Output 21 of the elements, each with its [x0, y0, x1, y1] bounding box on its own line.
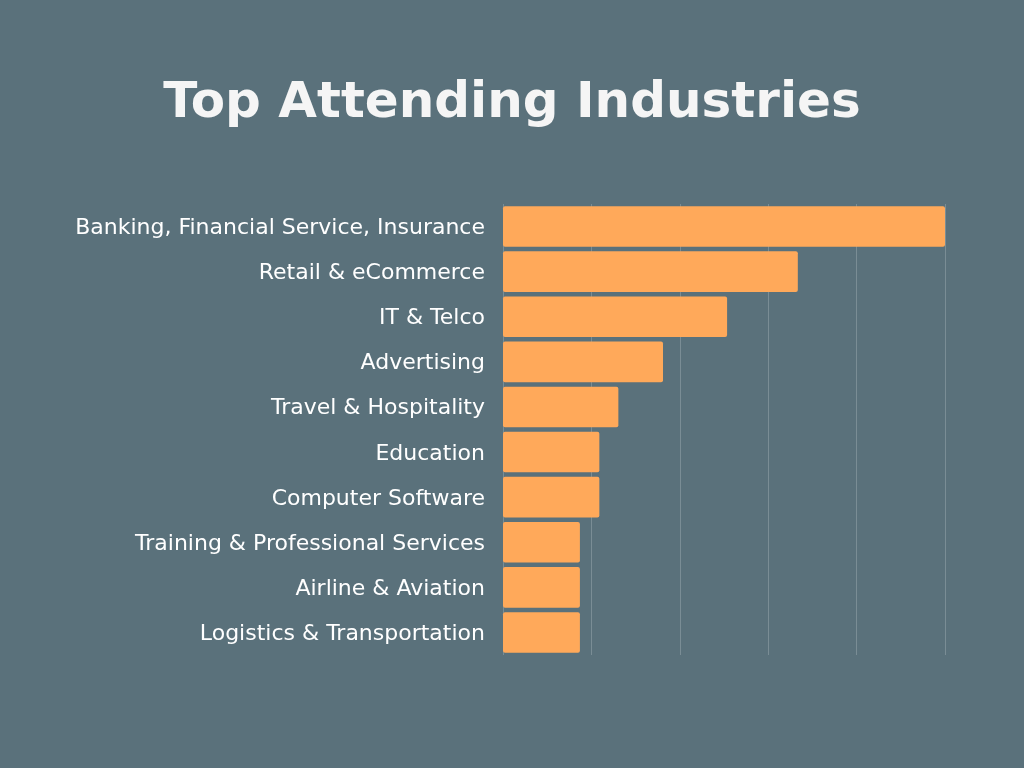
y-tick-label: Banking, Financial Service, Insurance: [75, 214, 485, 240]
y-tick-label: Travel & Hospitality: [269, 394, 485, 420]
y-tick-label: Computer Software: [271, 484, 485, 510]
bar: [503, 251, 798, 292]
chart-title: Top Attending Industries: [163, 71, 861, 129]
y-tick-label: Advertising: [360, 349, 485, 375]
bar: [503, 612, 580, 653]
bar: [503, 296, 728, 338]
y-tick-label: Airline & Aviation: [295, 574, 485, 600]
bar: [503, 476, 600, 518]
y-tick-label: Logistics & Transportation: [199, 619, 485, 645]
y-tick-label: Training & Professional Services: [134, 529, 485, 555]
y-tick-label: Retail & eCommerce: [258, 259, 485, 285]
bar: [503, 431, 600, 473]
bar: [503, 521, 580, 563]
bar: [503, 386, 619, 428]
y-tick-label: Education: [375, 439, 485, 465]
bar: [503, 567, 580, 608]
bar: [503, 206, 945, 247]
y-tick-label: IT & Telco: [379, 304, 485, 330]
bar: [503, 341, 663, 383]
